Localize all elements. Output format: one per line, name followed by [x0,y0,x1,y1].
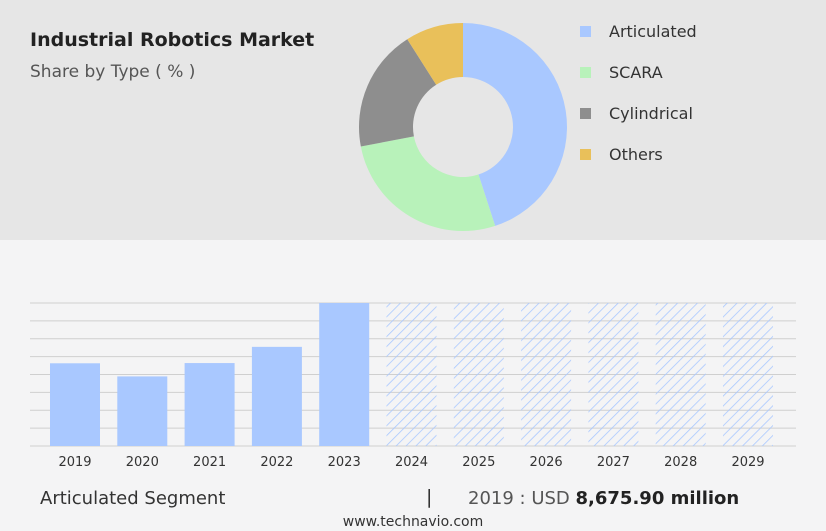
forecast-bar-2027 [588,303,639,446]
bar-2020 [117,376,168,446]
legend-item-cylindrical: Cylindrical [580,93,697,134]
legend-swatch-cylindrical [580,108,591,119]
legend-swatch-articulated [580,26,591,37]
forecast-bar-2028 [655,303,706,446]
legend-swatch-scara [580,67,591,78]
x-tick-label-2022: 2022 [260,455,293,470]
forecast-bar-2025 [453,303,504,446]
footer-separator: | [426,486,433,508]
legend-item-articulated: Articulated [580,11,697,52]
x-tick-label-2020: 2020 [126,455,159,470]
donut-chart [359,22,568,232]
forecast-bar-2029 [723,303,773,446]
x-tick-label-2023: 2023 [328,455,361,470]
segment-value: 2019 : USD 8,675.90 million [468,488,739,509]
segment-value-prefix: 2019 : USD [468,488,570,509]
bar-2022 [251,346,302,446]
donut-slice-cylindrical [359,39,437,147]
legend-label-articulated: Articulated [609,22,697,41]
legend-item-others: Others [580,134,697,175]
forecast-bar-2026 [521,303,572,446]
website-link[interactable]: www.technavio.com [342,514,484,530]
x-tick-label-2024: 2024 [395,455,428,470]
x-tick-label-2025: 2025 [462,455,495,470]
x-tick-label-2027: 2027 [597,455,630,470]
bar-2023 [319,303,370,446]
donut-legend: Articulated SCARA Cylindrical Others [580,11,697,175]
legend-item-scara: SCARA [580,52,697,93]
forecast-bar-2024 [386,303,437,446]
legend-swatch-others [580,149,591,160]
donut-slice-others [407,23,463,85]
legend-label-scara: SCARA [609,63,663,82]
chart-subtitle: Share by Type ( % ) [30,62,196,82]
x-tick-label-2019: 2019 [58,455,91,470]
x-tick-label-2029: 2029 [731,455,764,470]
chart-title: Industrial Robotics Market [30,29,315,51]
bar-2019 [50,363,100,446]
x-tick-label-2028: 2028 [664,455,697,470]
segment-label: Articulated Segment [40,488,226,509]
bar-2021 [184,363,235,446]
x-tick-label-2021: 2021 [193,455,226,470]
donut-slice-scara [360,136,496,232]
legend-label-others: Others [609,145,663,164]
legend-label-cylindrical: Cylindrical [609,104,693,123]
x-tick-label-2026: 2026 [530,455,563,470]
segment-value-amount: 8,675.90 million [575,488,740,509]
bar-chart: 2019 2020 2021 2022 2023 2024 2025 2026 2027 2028… [30,302,796,470]
donut-slice-articulated [463,22,568,226]
